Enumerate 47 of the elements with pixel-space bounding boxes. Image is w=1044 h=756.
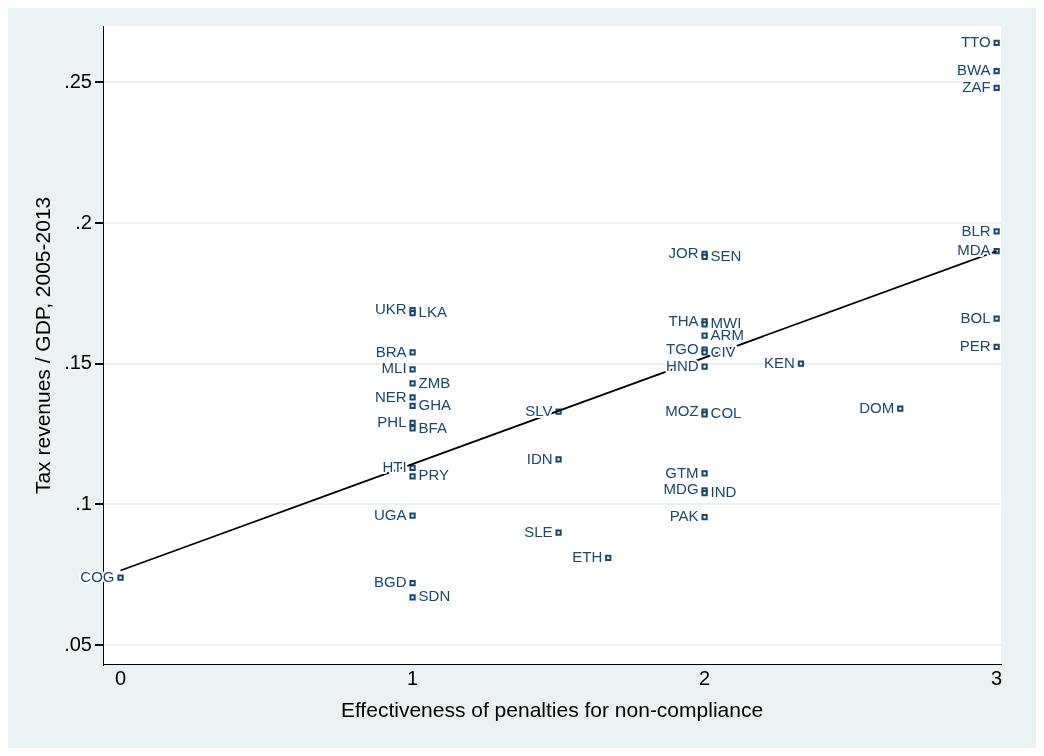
annotation: ETH xyxy=(572,548,603,565)
annotation: UGA xyxy=(374,505,407,523)
annotation: SLV xyxy=(525,401,553,419)
annotation: PAK xyxy=(669,507,699,525)
annotation: IDN xyxy=(526,449,553,467)
annotation: GTM xyxy=(665,463,699,481)
y-tick-label: .1 xyxy=(75,491,92,514)
annotation: ZMB xyxy=(418,373,451,391)
y-axis-title: Tax revenues / GDP, 2005-2013 xyxy=(31,196,55,495)
annotation: MDG xyxy=(663,480,699,498)
y-tick-label: .15 xyxy=(64,351,92,374)
annotation: MDA xyxy=(957,241,991,259)
annotation: KEN xyxy=(764,353,795,371)
annotation: DOM xyxy=(859,398,895,416)
annotation: BFA xyxy=(418,418,447,436)
x-axis-title: Effectiveness of penalties for non-compliance xyxy=(340,698,764,722)
annotation: MOZ xyxy=(665,401,699,419)
annotation: BRA xyxy=(375,342,407,360)
annotation: COL xyxy=(710,404,742,422)
y-tick-label: .05 xyxy=(64,632,92,655)
y-tick-label: .2 xyxy=(75,210,92,233)
annotation: THA xyxy=(668,311,699,329)
annotation: SLE xyxy=(524,522,553,540)
annotation: NER xyxy=(374,387,407,405)
x-tick-label: 3 xyxy=(991,667,1003,690)
annotation: GHA xyxy=(418,396,452,414)
annotation: IND xyxy=(710,483,737,501)
annotation: BGD xyxy=(374,573,407,591)
annotation: LKA xyxy=(418,303,447,321)
y-tick-label: .25 xyxy=(64,69,92,92)
x-tick-label: 1 xyxy=(406,667,419,690)
annotation: SDN xyxy=(418,587,451,605)
annotation: SEN xyxy=(710,246,742,264)
annotation: JOR xyxy=(668,244,699,262)
annotation: PER xyxy=(959,336,991,354)
annotation: TGO xyxy=(666,339,699,357)
annotation: ZAF xyxy=(962,78,991,96)
annotation: MLI xyxy=(381,359,407,377)
annotation: BOL xyxy=(960,308,991,326)
annotation: BLR xyxy=(961,221,991,239)
x-tick-label: 0 xyxy=(114,667,127,690)
annotation: BWA xyxy=(956,61,991,79)
annotation: PRY xyxy=(418,466,450,484)
annotation: UKR xyxy=(374,300,407,318)
x-tick-label: 2 xyxy=(699,667,711,690)
annotation: PHL xyxy=(377,412,407,430)
annotation: TTO xyxy=(960,33,991,51)
